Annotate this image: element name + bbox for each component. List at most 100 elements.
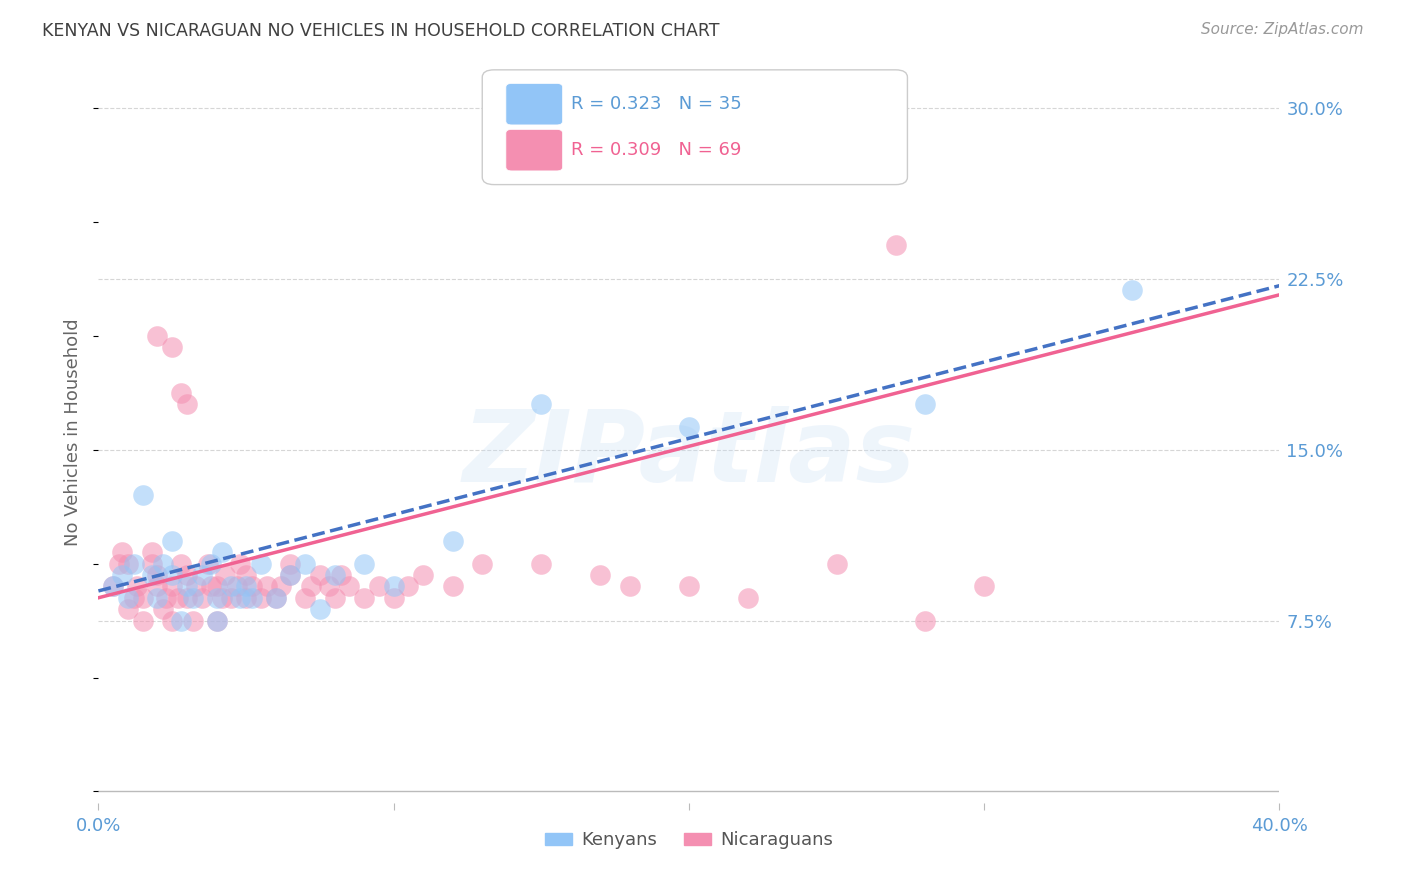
Point <box>141 557 163 571</box>
Text: R = 0.309   N = 69: R = 0.309 N = 69 <box>571 141 741 159</box>
Point <box>441 533 464 548</box>
Point <box>353 557 375 571</box>
Point <box>353 591 375 605</box>
Point <box>329 568 352 582</box>
Point <box>162 568 183 582</box>
Point <box>973 579 995 593</box>
Point <box>382 591 405 605</box>
FancyBboxPatch shape <box>482 70 907 185</box>
Point <box>167 591 190 605</box>
Point <box>111 545 134 559</box>
Text: KENYAN VS NICARAGUAN NO VEHICLES IN HOUSEHOLD CORRELATION CHART: KENYAN VS NICARAGUAN NO VEHICLES IN HOUS… <box>42 22 720 40</box>
Point <box>294 591 316 605</box>
Point <box>122 591 145 605</box>
Point <box>200 579 222 593</box>
Point <box>914 397 936 411</box>
Point <box>197 557 219 571</box>
Point <box>176 568 198 582</box>
Point <box>229 557 252 571</box>
Point <box>111 568 134 582</box>
Point <box>122 557 145 571</box>
Point <box>221 579 243 593</box>
Point <box>323 568 346 582</box>
Point <box>530 397 553 411</box>
Point <box>146 579 169 593</box>
Point <box>323 591 346 605</box>
Point <box>339 579 361 593</box>
Point <box>368 579 391 593</box>
Point <box>117 591 139 605</box>
Point <box>318 579 340 593</box>
Point <box>471 557 494 571</box>
Point <box>205 579 228 593</box>
Point <box>146 568 169 582</box>
Point <box>221 591 243 605</box>
Point <box>280 557 302 571</box>
Point <box>170 557 193 571</box>
Point <box>825 557 848 571</box>
Point <box>309 568 332 582</box>
FancyBboxPatch shape <box>506 84 562 125</box>
Point <box>176 591 198 605</box>
Point <box>181 614 204 628</box>
Point <box>270 579 292 593</box>
Point <box>181 591 204 605</box>
Point <box>205 614 228 628</box>
Point <box>589 568 612 582</box>
Point <box>619 579 641 593</box>
Point <box>132 591 155 605</box>
Point <box>205 591 228 605</box>
Point <box>280 568 302 582</box>
Point <box>250 591 273 605</box>
Point <box>737 591 759 605</box>
Point <box>256 579 278 593</box>
Point <box>299 579 322 593</box>
Point <box>146 328 169 343</box>
Point <box>176 579 198 593</box>
Point <box>441 579 464 593</box>
Point <box>103 579 125 593</box>
Point <box>530 557 553 571</box>
Point <box>884 237 907 252</box>
Point <box>235 591 257 605</box>
Point <box>678 579 700 593</box>
Point <box>162 579 183 593</box>
Point <box>108 557 131 571</box>
Point <box>280 568 302 582</box>
Point <box>191 591 214 605</box>
Point <box>214 568 236 582</box>
Point <box>229 591 252 605</box>
Point <box>1121 283 1143 297</box>
Point <box>125 579 148 593</box>
Point <box>152 602 174 616</box>
Text: ZIPatlas: ZIPatlas <box>463 407 915 503</box>
Point <box>200 557 222 571</box>
Point <box>170 385 193 400</box>
Point <box>382 579 405 593</box>
Point <box>162 340 183 354</box>
Point <box>141 568 163 582</box>
Point <box>117 557 139 571</box>
Point <box>141 545 163 559</box>
Point <box>205 614 228 628</box>
Point <box>162 533 183 548</box>
Text: Source: ZipAtlas.com: Source: ZipAtlas.com <box>1201 22 1364 37</box>
Point <box>132 488 155 502</box>
Text: R = 0.323   N = 35: R = 0.323 N = 35 <box>571 95 741 113</box>
Point <box>914 614 936 628</box>
Point <box>235 568 257 582</box>
Y-axis label: No Vehicles in Household: No Vehicles in Household <box>65 318 83 547</box>
Point <box>162 614 183 628</box>
Legend: Kenyans, Nicaraguans: Kenyans, Nicaraguans <box>537 824 841 856</box>
Point <box>678 420 700 434</box>
Point <box>146 591 169 605</box>
Point <box>176 397 198 411</box>
Point <box>103 579 125 593</box>
Point <box>211 591 233 605</box>
Point <box>264 591 287 605</box>
Point <box>309 602 332 616</box>
FancyBboxPatch shape <box>506 129 562 171</box>
Point <box>132 614 155 628</box>
Point <box>264 591 287 605</box>
Point <box>152 557 174 571</box>
